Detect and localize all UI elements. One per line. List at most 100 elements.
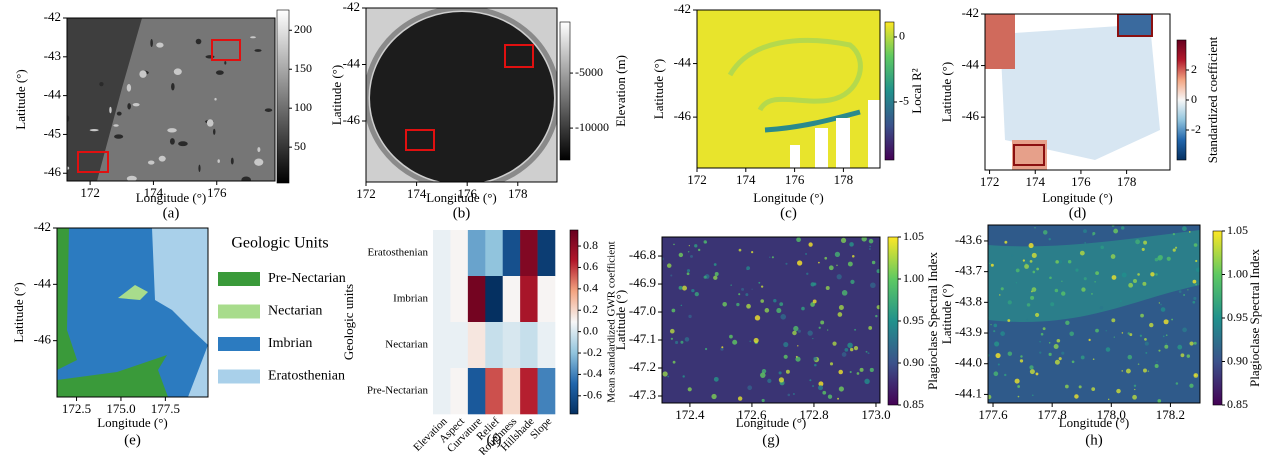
image-speck <box>1105 347 1111 352</box>
image-speck <box>1163 319 1169 325</box>
y-tick-label: -42 <box>44 9 61 24</box>
image-speck <box>825 285 830 290</box>
image-speck <box>760 372 766 378</box>
y-tick-label: -46 <box>44 164 62 179</box>
colorbar <box>569 229 579 415</box>
crater <box>171 82 175 91</box>
image-speck <box>1100 245 1104 250</box>
colorbar-tick-label: 0.95 <box>1227 310 1248 324</box>
image-speck <box>1113 228 1119 234</box>
panel-label: (f) <box>487 432 502 448</box>
crater <box>127 103 131 110</box>
image-speck <box>1048 237 1051 241</box>
image-speck <box>1121 332 1124 334</box>
image-speck <box>1150 272 1155 277</box>
y-tick-label: -44 <box>44 87 62 102</box>
image-speck <box>713 263 717 266</box>
colorbar <box>887 236 899 406</box>
heatmap-cell <box>467 230 486 277</box>
highlight-box <box>211 39 241 61</box>
panel-label: (a) <box>163 205 180 221</box>
image-speck <box>1157 255 1163 261</box>
image-speck <box>747 385 753 391</box>
heatmap-cell <box>433 276 451 323</box>
image-speck <box>1036 267 1040 271</box>
image-speck <box>876 269 880 274</box>
crater <box>217 159 220 163</box>
image-speck <box>1094 280 1096 283</box>
image-speck <box>1065 384 1069 389</box>
image-speck <box>1132 278 1137 283</box>
heatmap-cell <box>502 368 521 415</box>
image-speck <box>1004 240 1008 244</box>
image-speck <box>1105 330 1107 332</box>
image-speck <box>795 355 798 358</box>
colorbar <box>1212 230 1223 406</box>
image-speck <box>1141 247 1145 251</box>
image-speck <box>868 248 871 251</box>
x-axis-label: Longitude (°) <box>136 190 207 205</box>
image-speck <box>1031 252 1037 258</box>
image-speck <box>760 285 764 288</box>
crater <box>89 129 99 132</box>
x-tick-label: 177.8 <box>1038 407 1067 422</box>
x-tick-label: 175.0 <box>106 401 135 416</box>
image-speck <box>1055 260 1059 264</box>
colorbar-tick-label: 0.6 <box>583 259 598 273</box>
y-axis-label: Latitude (°) <box>939 284 954 344</box>
crater <box>206 119 214 127</box>
axes-frame <box>56 227 209 398</box>
y-tick-label: -47.2 <box>629 359 656 374</box>
image-speck <box>1039 351 1042 354</box>
image-speck <box>1140 313 1144 318</box>
crater <box>158 155 166 162</box>
x-tick-label: 178 <box>1117 174 1137 189</box>
panel: (g) Latitude (°) Longitude (°) 172.4 172.6 17… <box>613 229 940 449</box>
image-speck <box>813 356 818 361</box>
crater <box>150 39 153 48</box>
image-speck <box>1145 351 1148 354</box>
colorbar <box>884 21 895 161</box>
x-tick-label: 176 <box>457 186 477 201</box>
image-speck <box>1011 254 1014 257</box>
crater <box>257 147 261 153</box>
image-speck <box>751 288 753 290</box>
crater <box>67 166 70 170</box>
panel: (h) Latitude (°) Longitude (°) 177.6 177.8 17… <box>939 223 1262 449</box>
image-speck <box>990 263 994 267</box>
heatmap-cell <box>537 230 556 277</box>
axes-frame <box>984 13 1171 171</box>
panel: (a) Latitude (°) Longitude (°) 172 174 176 -42… <box>13 9 312 221</box>
image-speck <box>1031 287 1037 292</box>
crater <box>67 115 70 122</box>
image-speck <box>868 326 873 330</box>
panel-label: (c) <box>780 205 797 221</box>
image-speck <box>783 354 788 359</box>
axes-frame <box>661 236 881 404</box>
y-axis-label: Latitude (°) <box>13 69 28 129</box>
x-tick-label: 178.2 <box>1156 407 1185 422</box>
image-speck <box>779 302 784 307</box>
image-speck <box>767 378 772 384</box>
crater <box>213 128 216 135</box>
image-speck <box>1083 229 1087 234</box>
colorbar-tick-label: 0 <box>899 29 905 43</box>
image-speck <box>1058 357 1062 361</box>
image-speck <box>1042 327 1046 331</box>
image-speck <box>662 371 668 377</box>
image-speck <box>1144 341 1149 346</box>
crater <box>178 141 188 147</box>
image-speck <box>1107 398 1110 401</box>
image-speck <box>684 337 690 342</box>
image-speck <box>1092 234 1094 236</box>
crater-floor <box>370 12 554 182</box>
image-speck <box>686 272 690 276</box>
image-speck <box>1158 302 1160 304</box>
heatmap-cell <box>433 368 451 415</box>
image-speck <box>1020 355 1023 358</box>
image-speck <box>1030 295 1035 300</box>
x-tick-label: 172 <box>687 172 707 187</box>
x-tick-label: 176 <box>785 172 805 187</box>
image-speck <box>1142 368 1147 373</box>
highlight-box <box>504 44 534 68</box>
